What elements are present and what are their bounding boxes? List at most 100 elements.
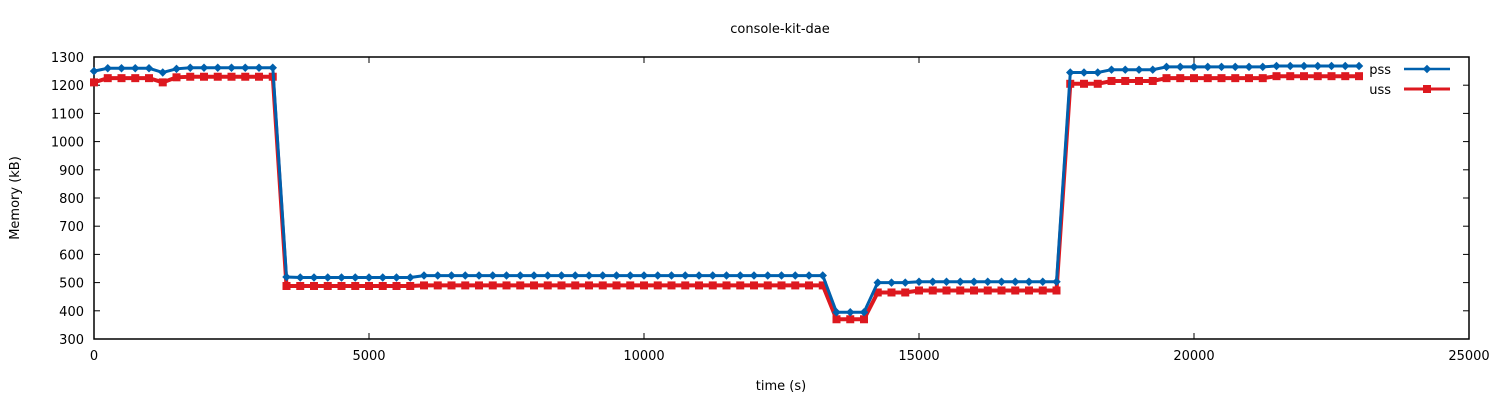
pss-point: [598, 271, 607, 280]
uss-point: [530, 281, 538, 290]
uss-point: [1245, 74, 1253, 83]
uss-point: [695, 281, 703, 290]
pss-point: [722, 271, 731, 280]
pss-point: [1121, 65, 1130, 74]
pss-point: [1258, 62, 1267, 72]
uss-point: [200, 72, 208, 81]
uss-point: [227, 72, 236, 81]
uss-point: [956, 286, 965, 295]
pss-point: [736, 271, 745, 280]
pss-point: [529, 271, 539, 280]
uss-point: [750, 281, 758, 290]
uss-point: [365, 281, 373, 290]
pss-point: [749, 271, 759, 280]
pss-point: [131, 64, 140, 73]
pss-point: [791, 271, 800, 280]
pss-point: [777, 271, 786, 280]
pss-point: [1093, 68, 1102, 77]
uss-point: [1107, 76, 1116, 85]
legend-label: uss: [1369, 83, 1391, 98]
pss-point: [956, 277, 965, 286]
uss-point: [158, 78, 167, 87]
uss-point: [846, 315, 855, 324]
pss-point: [172, 64, 181, 74]
uss-point: [1327, 72, 1336, 81]
x-tick-label: 20000: [1173, 349, 1214, 364]
uss-point: [145, 74, 153, 83]
pss-point: [1024, 277, 1034, 286]
pss-point: [323, 273, 332, 282]
pss-point: [571, 271, 580, 280]
pss-point: [213, 63, 222, 72]
pss-point: [144, 64, 154, 73]
uss-point: [667, 281, 676, 290]
uss-point: [1203, 74, 1212, 83]
pss-point: [1231, 62, 1240, 72]
uss-point: [598, 281, 607, 290]
uss-point: [736, 281, 745, 290]
uss-point: [1080, 79, 1088, 88]
uss-point: [323, 281, 332, 290]
uss-point: [447, 281, 456, 290]
uss-point: [1341, 72, 1350, 81]
pss-point: [364, 273, 374, 282]
pss-point: [1354, 61, 1364, 71]
y-tick-label: 900: [59, 164, 84, 179]
pss-point: [1134, 65, 1144, 74]
pss-point: [763, 271, 772, 280]
uss-point: [1135, 76, 1143, 85]
pss-point: [1011, 277, 1020, 286]
uss-point: [928, 286, 937, 295]
uss-point: [282, 281, 291, 290]
pss-point: [1052, 277, 1061, 286]
uss-point: [392, 281, 401, 290]
pss-point: [653, 271, 662, 280]
pss-point: [419, 271, 429, 280]
legend-label: pss: [1369, 63, 1391, 78]
pss-point: [309, 273, 319, 282]
uss-point: [873, 288, 882, 297]
chart-title: console-kit-dae: [730, 22, 830, 37]
uss-point: [461, 281, 470, 290]
uss-point: [1355, 72, 1363, 81]
uss-point: [970, 286, 978, 295]
uss-point: [887, 288, 896, 297]
pss-point: [351, 273, 360, 282]
pss-point: [914, 277, 924, 286]
uss-point: [653, 281, 662, 290]
pss-point: [667, 271, 676, 280]
pss-point: [983, 277, 992, 286]
legend-marker: [1422, 64, 1432, 74]
pss-point: [488, 271, 497, 280]
pss-point: [268, 63, 277, 72]
uss-point: [255, 72, 263, 81]
pss-point: [1107, 65, 1116, 74]
pss-point: [1176, 62, 1185, 72]
uss-point: [310, 281, 318, 290]
uss-point: [983, 286, 992, 295]
uss-point: [1190, 74, 1198, 83]
pss-point: [543, 271, 552, 280]
uss-point: [942, 286, 951, 295]
pss-point: [612, 271, 621, 280]
x-tick-label: 5000: [352, 349, 385, 364]
uss-point: [1313, 72, 1322, 81]
y-tick-label: 400: [59, 305, 84, 320]
x-axis-label: time (s): [756, 379, 806, 394]
y-tick-label: 1100: [51, 107, 84, 122]
y-tick-label: 700: [59, 220, 84, 235]
pss-point: [859, 307, 869, 317]
pss-point: [818, 271, 827, 280]
series-uss: [90, 72, 1363, 324]
uss-point: [1286, 72, 1295, 81]
uss-point: [131, 74, 140, 83]
pss-point: [461, 271, 470, 280]
x-tick-label: 15000: [898, 349, 939, 364]
pss-point: [296, 273, 305, 282]
pss-point: [89, 66, 99, 76]
uss-point: [406, 281, 415, 290]
uss-point: [681, 281, 690, 290]
uss-point: [378, 281, 387, 290]
pss-point: [406, 273, 415, 282]
